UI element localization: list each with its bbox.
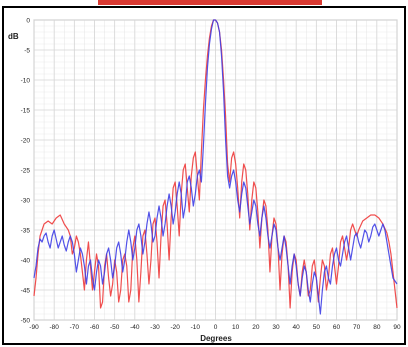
x-tick-label: -80	[49, 324, 59, 331]
x-tick-label: -40	[130, 324, 140, 331]
x-tick-label: -50	[110, 324, 120, 331]
y-tick-label: -5	[24, 47, 30, 54]
x-tick-label: 80	[373, 324, 381, 331]
grid	[33, 19, 398, 321]
y-tick-label: -35	[21, 227, 31, 234]
x-tick-label: -70	[70, 324, 80, 331]
x-axis-label: Degrees	[200, 334, 232, 343]
y-tick-label: -15	[21, 107, 31, 114]
y-tick-label: -20	[21, 137, 31, 144]
y-tick-label: -10	[21, 77, 31, 84]
x-tick-label: -90	[29, 324, 39, 331]
x-tick-label: 70	[353, 324, 361, 331]
x-tick-label: -10	[191, 324, 201, 331]
x-tick-label: 90	[393, 324, 401, 331]
y-tick-label: -25	[21, 167, 31, 174]
outer-border	[2, 6, 406, 345]
top-accent-bar	[98, 0, 322, 5]
x-tick-label: 30	[272, 324, 280, 331]
series-group	[33, 19, 398, 315]
x-tick-label: 60	[333, 324, 341, 331]
y-tick-label: -30	[21, 197, 31, 204]
x-tick-label: 40	[293, 324, 301, 331]
y-tick-label: 0	[26, 17, 30, 24]
x-tick-label: -30	[150, 324, 160, 331]
x-tick-label: 20	[252, 324, 260, 331]
x-tick-label: 50	[313, 324, 321, 331]
x-tick-label: 10	[232, 324, 240, 331]
x-tick-label: -60	[90, 324, 100, 331]
x-tick-label: -20	[170, 324, 180, 331]
y-tick-label: -40	[21, 257, 31, 264]
y-tick-label: -45	[21, 287, 31, 294]
y-axis-label: dB	[8, 32, 19, 41]
series-line-blue	[33, 19, 398, 315]
x-tick-label: 0	[214, 324, 218, 331]
tick-labels: -90 -80 -70 -60 -50 -40 -30 -20 -10 0 10 20 30 40 50 60…	[21, 17, 401, 331]
y-tick-label: -50	[21, 317, 31, 324]
